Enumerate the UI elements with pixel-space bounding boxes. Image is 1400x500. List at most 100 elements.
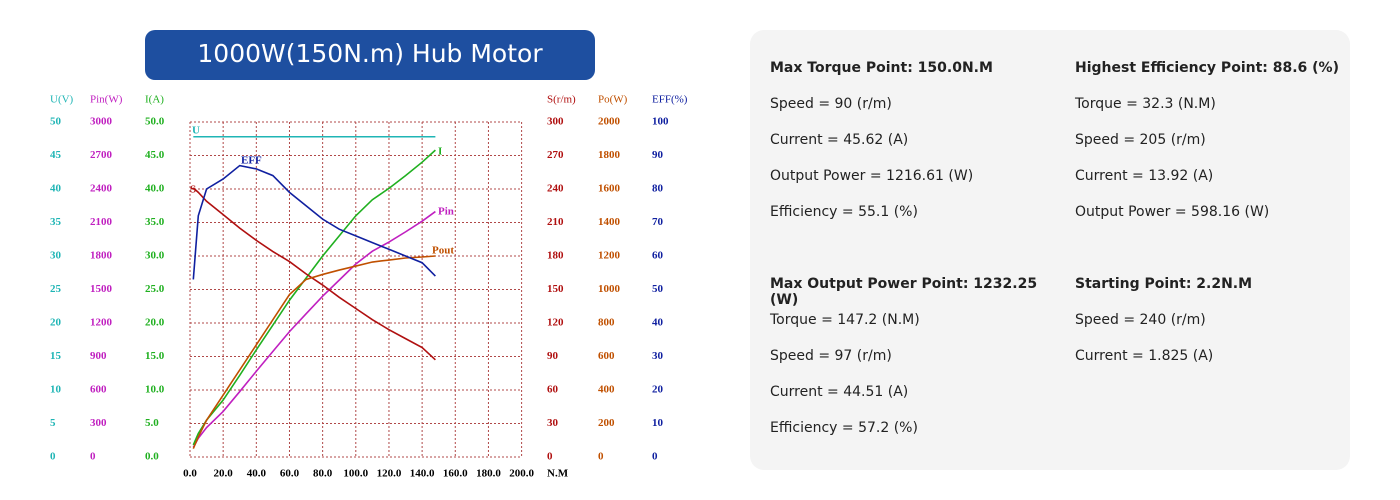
title-box xyxy=(145,30,595,80)
y-tick-label: 20 xyxy=(652,384,664,396)
y-tick-label: 20.0 xyxy=(145,317,165,329)
y-tick-label: 300 xyxy=(547,116,564,128)
x-tick-label: 60.0 xyxy=(280,468,300,480)
curve-label: I xyxy=(438,146,442,158)
curve-label: S xyxy=(190,184,196,196)
y-tick-label: 0 xyxy=(50,451,56,463)
y-tick-label: 240 xyxy=(547,183,564,195)
y-tick-label: 1600 xyxy=(598,183,621,195)
y-tick-label: 25 xyxy=(50,283,62,295)
y-tick-label: 100 xyxy=(652,116,669,128)
y-tick-label: 1800 xyxy=(598,149,621,161)
y-tick-label: 20 xyxy=(50,317,62,329)
y-tick-label: 0 xyxy=(547,451,553,463)
y-tick-label: 50.0 xyxy=(145,116,165,128)
info-line: Torque = 32.3 (N.M) xyxy=(1075,96,1216,112)
section-title: Max Output Power Point: 1232.25 (W) xyxy=(770,276,1038,308)
y-tick-label: 600 xyxy=(598,350,615,362)
info-section: Max Torque Point: 150.0N.M Speed = 90 (r/… xyxy=(770,60,1070,240)
y-tick-label: 2100 xyxy=(90,216,113,228)
x-tick-label: 140.0 xyxy=(410,468,435,480)
curve-label: Pout xyxy=(432,245,454,257)
y-tick-label: 400 xyxy=(598,384,615,396)
x-axis-label: N.M xyxy=(547,468,569,480)
y-tick-label: 25.0 xyxy=(145,283,165,295)
y-tick-label: 35.0 xyxy=(145,216,165,228)
y-tick-label: 120 xyxy=(547,317,564,329)
y-tick-label: 45 xyxy=(50,149,62,161)
y-tick-label: 45.0 xyxy=(145,149,165,161)
y-tick-label: 90 xyxy=(547,350,559,362)
section-title: Max Torque Point: 150.0N.M xyxy=(770,60,993,76)
y-tick-label: 0.0 xyxy=(145,451,159,463)
y-tick-label: 1000 xyxy=(598,283,621,295)
curve-label: Pin xyxy=(438,206,454,218)
axis-header: S(r/m) xyxy=(547,94,576,106)
curve-label: U xyxy=(192,125,200,137)
y-tick-label: 30 xyxy=(50,250,62,262)
info-section: Max Output Power Point: 1232.25 (W) Torqu… xyxy=(770,276,1070,456)
info-line: Speed = 240 (r/m) xyxy=(1075,312,1206,328)
y-tick-label: 70 xyxy=(652,216,664,228)
info-line: Current = 45.62 (A) xyxy=(770,132,909,148)
info-line: Speed = 205 (r/m) xyxy=(1075,132,1206,148)
y-tick-label: 1200 xyxy=(90,317,113,329)
y-tick-label: 180 xyxy=(547,250,564,262)
y-tick-label: 800 xyxy=(598,317,615,329)
info-line: Current = 13.92 (A) xyxy=(1075,168,1214,184)
axis-header: Pin(W) xyxy=(90,94,123,106)
curve-label: EFF xyxy=(241,155,262,167)
y-tick-label: 50 xyxy=(50,116,62,128)
y-tick-label: 2000 xyxy=(598,116,621,128)
info-panel: Max Torque Point: 150.0N.M Speed = 90 (r/… xyxy=(750,30,1350,470)
y-tick-label: 50 xyxy=(652,283,664,295)
y-tick-label: 210 xyxy=(547,216,564,228)
y-tick-label: 0 xyxy=(598,451,604,463)
x-tick-label: 80.0 xyxy=(313,468,333,480)
y-tick-label: 2400 xyxy=(90,183,113,195)
axis-header: I(A) xyxy=(145,94,164,106)
x-tick-label: 160.0 xyxy=(443,468,468,480)
y-tick-label: 40.0 xyxy=(145,183,165,195)
y-tick-label: 60 xyxy=(547,384,559,396)
x-tick-label: 20.0 xyxy=(214,468,234,480)
info-line: Efficiency = 57.2 (%) xyxy=(770,420,918,436)
y-tick-label: 30 xyxy=(547,417,559,429)
y-tick-label: 30.0 xyxy=(145,250,165,262)
x-tick-label: 180.0 xyxy=(476,468,501,480)
y-tick-label: 15 xyxy=(50,350,62,362)
x-tick-label: 120.0 xyxy=(377,468,402,480)
y-tick-label: 1500 xyxy=(90,283,113,295)
y-tick-label: 1200 xyxy=(598,250,621,262)
info-section: Starting Point: 2.2N.M Speed = 240 (r/m) C… xyxy=(1075,276,1375,384)
curve xyxy=(192,255,436,449)
y-tick-label: 0 xyxy=(652,451,658,463)
y-tick-label: 1400 xyxy=(598,216,621,228)
y-tick-label: 10.0 xyxy=(145,384,165,396)
axis-header: EFF(%) xyxy=(652,94,688,106)
x-tick-label: 0.0 xyxy=(183,468,197,480)
info-line: Current = 1.825 (A) xyxy=(1075,348,1214,364)
y-tick-label: 15.0 xyxy=(145,350,165,362)
info-line: Efficiency = 55.1 (%) xyxy=(770,204,918,220)
section-title: Starting Point: 2.2N.M xyxy=(1075,276,1253,292)
y-tick-label: 0 xyxy=(90,451,96,463)
y-tick-label: 40 xyxy=(652,317,664,329)
y-tick-label: 30 xyxy=(652,350,664,362)
info-line: Output Power = 1216.61 (W) xyxy=(770,168,974,184)
y-tick-label: 2700 xyxy=(90,149,113,161)
y-tick-label: 40 xyxy=(50,183,62,195)
info-line: Output Power = 598.16 (W) xyxy=(1075,204,1270,220)
y-tick-label: 5 xyxy=(50,417,56,429)
y-tick-label: 270 xyxy=(547,149,564,161)
chart-title: 1000W(150N.m) Hub Motor xyxy=(197,39,543,68)
section-title: Highest Efficiency Point: 88.6 (%) xyxy=(1075,60,1339,76)
info-section: Highest Efficiency Point: 88.6 (%) Torque… xyxy=(1075,60,1375,240)
y-tick-label: 3000 xyxy=(90,116,113,128)
y-tick-label: 600 xyxy=(90,384,107,396)
info-line: Speed = 97 (r/m) xyxy=(770,348,892,364)
curve xyxy=(192,210,436,448)
x-tick-label: 100.0 xyxy=(343,468,368,480)
y-tick-label: 200 xyxy=(598,417,615,429)
